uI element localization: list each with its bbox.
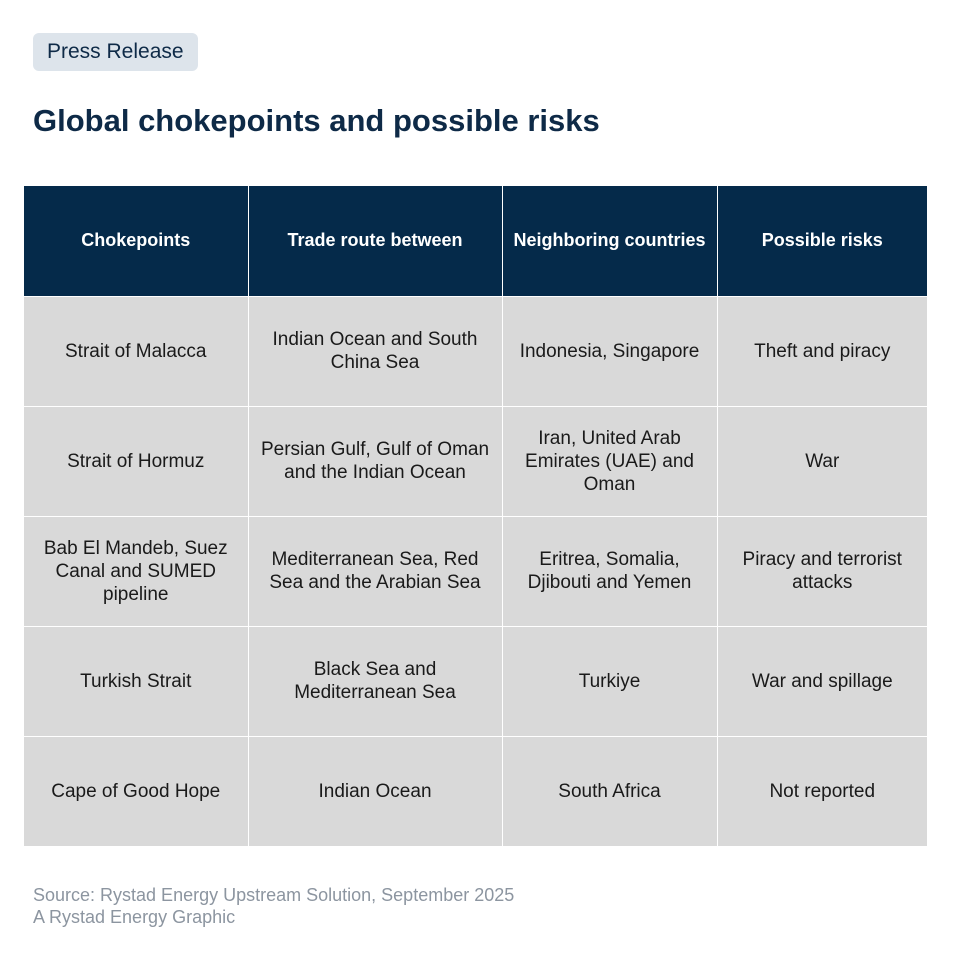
column-header-chokepoints: Chokepoints [24, 186, 249, 296]
cell-trade-route: Indian Ocean and South China Sea [247, 295, 503, 407]
cell-possible-risks: Piracy and terrorist attacks [716, 515, 927, 627]
table-header-row: Chokepoints Trade route between Neighbor… [24, 186, 927, 296]
table-row: Bab El Mandeb, Suez Canal and SUMED pipe… [24, 515, 927, 627]
column-header-neighboring-countries: Neighboring countries [501, 186, 718, 296]
column-header-trade-route: Trade route between [247, 186, 503, 296]
table-row: Strait of Hormuz Persian Gulf, Gulf of O… [24, 405, 927, 517]
press-release-badge: Press Release [33, 33, 198, 71]
table-row: Turkish Strait Black Sea and Mediterrane… [24, 625, 927, 737]
chokepoints-table: Chokepoints Trade route between Neighbor… [24, 186, 927, 846]
cell-chokepoint: Cape of Good Hope [24, 735, 249, 846]
credit-note: A Rystad Energy Graphic [33, 907, 236, 927]
cell-possible-risks: War [716, 405, 927, 517]
cell-chokepoint: Bab El Mandeb, Suez Canal and SUMED pipe… [24, 515, 249, 627]
cell-possible-risks: War and spillage [716, 625, 927, 737]
cell-trade-route: Mediterranean Sea, Red Sea and the Arabi… [247, 515, 503, 627]
source-footer: Source: Rystad Energy Upstream Solution,… [33, 884, 514, 928]
source-note: Source: Rystad Energy Upstream Solution,… [33, 885, 515, 905]
page-title: Global chokepoints and possible risks [33, 103, 600, 138]
cell-chokepoint: Strait of Malacca [24, 295, 249, 407]
cell-trade-route: Black Sea and Mediterranean Sea [247, 625, 503, 737]
cell-possible-risks: Theft and piracy [716, 295, 927, 407]
cell-possible-risks: Not reported [716, 735, 927, 846]
cell-neighboring-countries: Indonesia, Singapore [501, 295, 718, 407]
cell-neighboring-countries: Turkiye [501, 625, 718, 737]
cell-trade-route: Indian Ocean [247, 735, 503, 846]
cell-chokepoint: Turkish Strait [24, 625, 249, 737]
cell-neighboring-countries: South Africa [501, 735, 718, 846]
cell-chokepoint: Strait of Hormuz [24, 405, 249, 517]
cell-neighboring-countries: Iran, United Arab Emirates (UAE) and Oma… [501, 405, 718, 517]
table-row: Cape of Good Hope Indian Ocean South Afr… [24, 735, 927, 846]
cell-neighboring-countries: Eritrea, Somalia, Djibouti and Yemen [501, 515, 718, 627]
column-header-possible-risks: Possible risks [716, 186, 927, 296]
cell-trade-route: Persian Gulf, Gulf of Oman and the India… [247, 405, 503, 517]
table-row: Strait of Malacca Indian Ocean and South… [24, 295, 927, 407]
